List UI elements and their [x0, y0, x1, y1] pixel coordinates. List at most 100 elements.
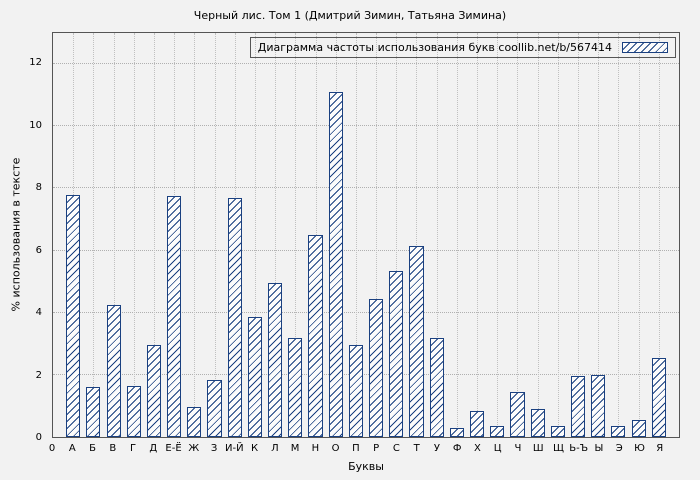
x-tick-label-А: А: [68, 443, 76, 454]
vertical-gridline: [638, 33, 640, 437]
y-tick-label-2: 2: [35, 369, 42, 381]
bar-Я: [651, 357, 666, 437]
chart-title: Черный лис. Том 1 (Дмитрий Зимин, Татьян…: [193, 9, 507, 22]
x-tick-label-Ф: Ф: [452, 443, 462, 454]
y-tick-label-12: 12: [29, 57, 42, 69]
bar-Ч: [510, 391, 525, 437]
y-tick-label-10: 10: [29, 119, 42, 131]
x-tick-label-Щ: Щ: [552, 443, 564, 454]
bar-Л: [268, 283, 283, 437]
bar-О: [328, 92, 343, 437]
vertical-gridline: [133, 33, 135, 437]
x-tick-label-С: С: [392, 443, 400, 454]
bar-Ь-Ъ: [570, 376, 586, 437]
bar-У: [429, 337, 444, 437]
x-axis-label: Буквы: [348, 460, 384, 473]
vertical-gridline: [355, 33, 357, 437]
vertical-gridline: [456, 33, 458, 437]
vertical-gridline: [153, 33, 155, 437]
vertical-gridline: [517, 33, 519, 437]
x-tick-label-Ы: Ы: [594, 443, 604, 454]
x-tick-label-М: М: [290, 443, 300, 454]
y-tick-label-0: 0: [35, 432, 42, 443]
x-tick-label-Д: Д: [149, 443, 158, 454]
x-tick-label-Ж: Ж: [188, 443, 200, 454]
x-tick-label-О: О: [331, 443, 340, 454]
x-tick-label-Н: Н: [311, 443, 320, 454]
bar-М: [288, 337, 303, 437]
vertical-gridline: [416, 33, 418, 437]
bar-Ы: [591, 374, 606, 437]
x-tick-label-Ю: Ю: [634, 443, 645, 454]
horizontal-gridline: [53, 373, 679, 375]
x-tick-label-Т: Т: [413, 443, 420, 454]
bar-Ц: [490, 426, 505, 437]
legend-swatch: [622, 42, 668, 53]
vertical-gridline: [396, 33, 398, 437]
y-tick-label-4: 4: [35, 307, 42, 319]
bar-И-Й: [227, 197, 242, 437]
bar-Т: [409, 245, 424, 437]
vertical-gridline: [295, 33, 297, 437]
vertical-gridline: [497, 33, 499, 437]
bar-Е-Ё: [167, 196, 182, 437]
vertical-gridline: [557, 33, 559, 437]
x-tick-label-Е-Ё: Е-Ё: [165, 443, 182, 454]
vertical-gridline: [477, 33, 479, 437]
x-tick-label-origin: 0: [48, 443, 56, 454]
x-tick-label-Х: Х: [473, 443, 481, 454]
vertical-gridline: [93, 33, 95, 437]
x-tick-label-Л: Л: [271, 443, 279, 454]
x-tick-label-В: В: [109, 443, 117, 454]
horizontal-gridline: [53, 311, 679, 313]
x-tick-label-Р: Р: [373, 443, 380, 454]
bar-Э: [611, 426, 626, 437]
bar-Н: [308, 235, 323, 437]
bar-Г: [126, 385, 141, 437]
vertical-gridline: [578, 33, 580, 437]
x-tick-label-К: К: [251, 443, 259, 454]
y-tick-label-8: 8: [35, 182, 42, 194]
vertical-gridline: [598, 33, 600, 437]
x-axis-tick-labels: 0 А Б В Г Д Е-Ё Ж З И-Й К Л М Н О П Р С Т У Ф Х Ц Ч Ш Щ Ь-Ъ Ы Э Ю Я: [48, 443, 680, 456]
x-tick-label-П: П: [352, 443, 360, 454]
x-tick-label-Э: Э: [615, 443, 623, 454]
horizontal-gridline: [53, 249, 679, 251]
bar-С: [389, 270, 404, 437]
bar-Ж: [187, 407, 202, 437]
bar-Ш: [530, 409, 545, 437]
vertical-gridline: [658, 33, 660, 437]
vertical-gridline: [194, 33, 196, 437]
horizontal-gridline: [53, 125, 679, 127]
vertical-gridline: [113, 33, 115, 437]
x-tick-label-Я: Я: [656, 443, 664, 454]
vertical-gridline: [376, 33, 378, 437]
x-tick-label-И-Й: И-Й: [225, 443, 244, 454]
bar-Ю: [631, 419, 646, 437]
x-tick-label-Г: Г: [129, 443, 137, 454]
bar-П: [348, 345, 363, 437]
bar-Р: [369, 298, 384, 437]
bar-Х: [469, 410, 485, 437]
x-tick-label-Ь-Ъ: Ь-Ъ: [569, 443, 589, 454]
bar-Д: [146, 345, 162, 437]
legend: Диаграмма частоты использования букв coo…: [249, 37, 676, 58]
bar-А: [66, 194, 81, 437]
bar-В: [106, 304, 121, 437]
legend-label: Диаграмма частоты использования букв coo…: [257, 41, 612, 54]
x-tick-label-Б: Б: [89, 443, 96, 454]
bar-Щ: [550, 426, 565, 437]
x-tick-label-Ш: Ш: [532, 443, 544, 454]
y-tick-label-6: 6: [35, 244, 42, 256]
bar-З: [207, 379, 222, 437]
vertical-gridline: [618, 33, 620, 437]
x-tick-label-У: У: [433, 443, 440, 454]
vertical-gridline: [537, 33, 539, 437]
bar-К: [247, 317, 262, 437]
bar-Ф: [449, 427, 464, 437]
horizontal-gridline: [53, 187, 679, 189]
horizontal-gridline: [53, 63, 679, 65]
x-tick-label-Ч: Ч: [514, 443, 522, 454]
x-tick-label-Ц: Ц: [493, 443, 502, 454]
